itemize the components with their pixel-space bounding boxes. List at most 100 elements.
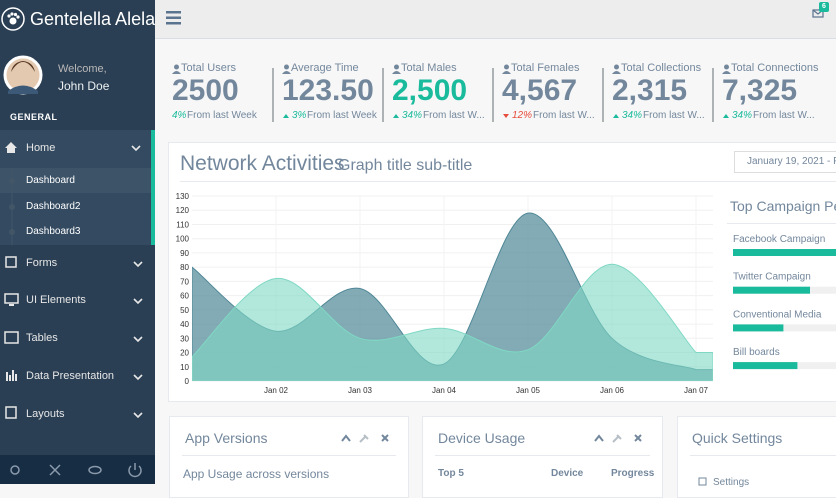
chevron[interactable] [133, 261, 143, 268]
y-tick-label: 120 [176, 206, 190, 215]
home-icon [5, 142, 17, 153]
arrow [613, 114, 619, 118]
icon [722, 71, 731, 74]
icon [394, 64, 399, 70]
icon [504, 64, 509, 70]
quick-settings-panel: Quick Settings Settings [677, 416, 836, 498]
stat-label: Average Time [291, 62, 359, 74]
menu-item[interactable]: Data Presentation [26, 370, 115, 382]
stat-change: 12% [512, 110, 533, 121]
brand[interactable]: Gentelella Alela! [30, 9, 155, 29]
stat-label: Total Collections [621, 62, 702, 74]
icon [392, 71, 401, 74]
separator [602, 68, 604, 122]
section-title: GENERAL [10, 112, 58, 122]
submenu-item[interactable]: Dashboard2 [26, 201, 81, 212]
mail-icon[interactable] [812, 9, 824, 18]
campaign-name: Bill boards [733, 347, 780, 358]
y-tick-label: 20 [180, 349, 189, 358]
y-tick-label: 40 [180, 320, 189, 329]
ui-icon [4, 293, 19, 304]
network-chart: 0 10 20 30 40 50 60 70 80 90 100 110 120 130 Jan 02 Jan… [176, 192, 836, 395]
badge [819, 2, 829, 12]
y-tick-label: 100 [176, 235, 190, 244]
stat-note: From last Week [307, 110, 377, 121]
separator [492, 68, 494, 122]
footer-icons [10, 463, 142, 478]
y-tick-label: 50 [180, 306, 189, 315]
stat-tile: Total Collections 2,315 34% From last W... [612, 60, 718, 126]
stat-change: 34% [402, 110, 423, 121]
chevron[interactable] [133, 374, 143, 381]
separator [712, 68, 714, 122]
toggle-bar [166, 11, 181, 14]
lock-button[interactable] [88, 465, 102, 475]
settings-link[interactable]: Settings [713, 477, 750, 488]
settings-button[interactable] [10, 465, 20, 475]
top-nav: 6 [155, 0, 836, 39]
stat-icon [612, 64, 621, 74]
submenu-item[interactable]: Dashboard [26, 175, 75, 186]
icon [172, 71, 181, 74]
collapse[interactable] [341, 434, 351, 442]
stat-note: From last W... [753, 110, 815, 121]
stat-change: 34% [732, 110, 753, 121]
paw [9, 17, 17, 25]
menu-item[interactable]: Home [26, 142, 56, 154]
trend-arrow [723, 114, 729, 118]
icon [502, 71, 511, 74]
arrow [503, 114, 509, 118]
progress-bar [733, 362, 798, 370]
trend-arrow [613, 114, 619, 118]
forms-icon [5, 256, 17, 268]
sidebar-graphics [0, 7, 155, 484]
paw [16, 15, 20, 19]
tables-icon [4, 331, 19, 344]
layouts-icon [5, 406, 17, 419]
paw [10, 12, 14, 16]
submenu-item[interactable]: Dashboard3 [26, 226, 81, 237]
paw [7, 14, 11, 18]
arrow [393, 114, 399, 118]
icon [614, 64, 619, 70]
chevron[interactable] [133, 412, 143, 419]
active-item-bg [0, 168, 151, 193]
toggle-bar [166, 16, 181, 19]
stat-label: Total Connections [731, 62, 819, 74]
collapse[interactable] [594, 434, 604, 442]
separator [272, 68, 274, 122]
settings[interactable] [612, 434, 622, 443]
menu-item[interactable]: Tables [26, 332, 58, 344]
divider [727, 223, 836, 224]
menu-item[interactable]: UI Elements [26, 294, 86, 306]
date-picker[interactable] [734, 151, 836, 173]
date-range[interactable]: January 19, 2021 - Feb [747, 156, 836, 167]
panel-subtitle: Graph title sub-title [338, 157, 473, 174]
logout-button[interactable] [128, 463, 142, 478]
menu-item[interactable]: Forms [26, 257, 58, 269]
stat-value: 2,315 [612, 74, 688, 107]
y-tick-label: 30 [180, 334, 189, 343]
x-tick-label: Jan 07 [684, 386, 709, 395]
submenu-dot [9, 204, 15, 210]
chart-icon [12, 370, 14, 381]
settings[interactable] [359, 434, 369, 443]
panel-title: Quick Settings [692, 430, 783, 446]
stat-value: 2500 [172, 74, 239, 107]
chevron[interactable] [133, 298, 143, 305]
menu-toggle[interactable] [166, 11, 181, 25]
icon [282, 71, 291, 74]
column-header: Device [551, 468, 584, 479]
trend-arrow [503, 114, 509, 118]
stat-change: 3% [292, 110, 307, 121]
close[interactable] [381, 434, 389, 442]
stat-label: Total Females [511, 62, 580, 74]
chevron[interactable] [131, 145, 141, 152]
chevron[interactable] [133, 336, 143, 343]
badge-count: 6 [822, 3, 826, 10]
fullscreen-button[interactable] [49, 464, 61, 476]
close[interactable] [634, 434, 642, 442]
chart-icon [15, 374, 17, 381]
menu-item[interactable]: Layouts [26, 408, 65, 420]
